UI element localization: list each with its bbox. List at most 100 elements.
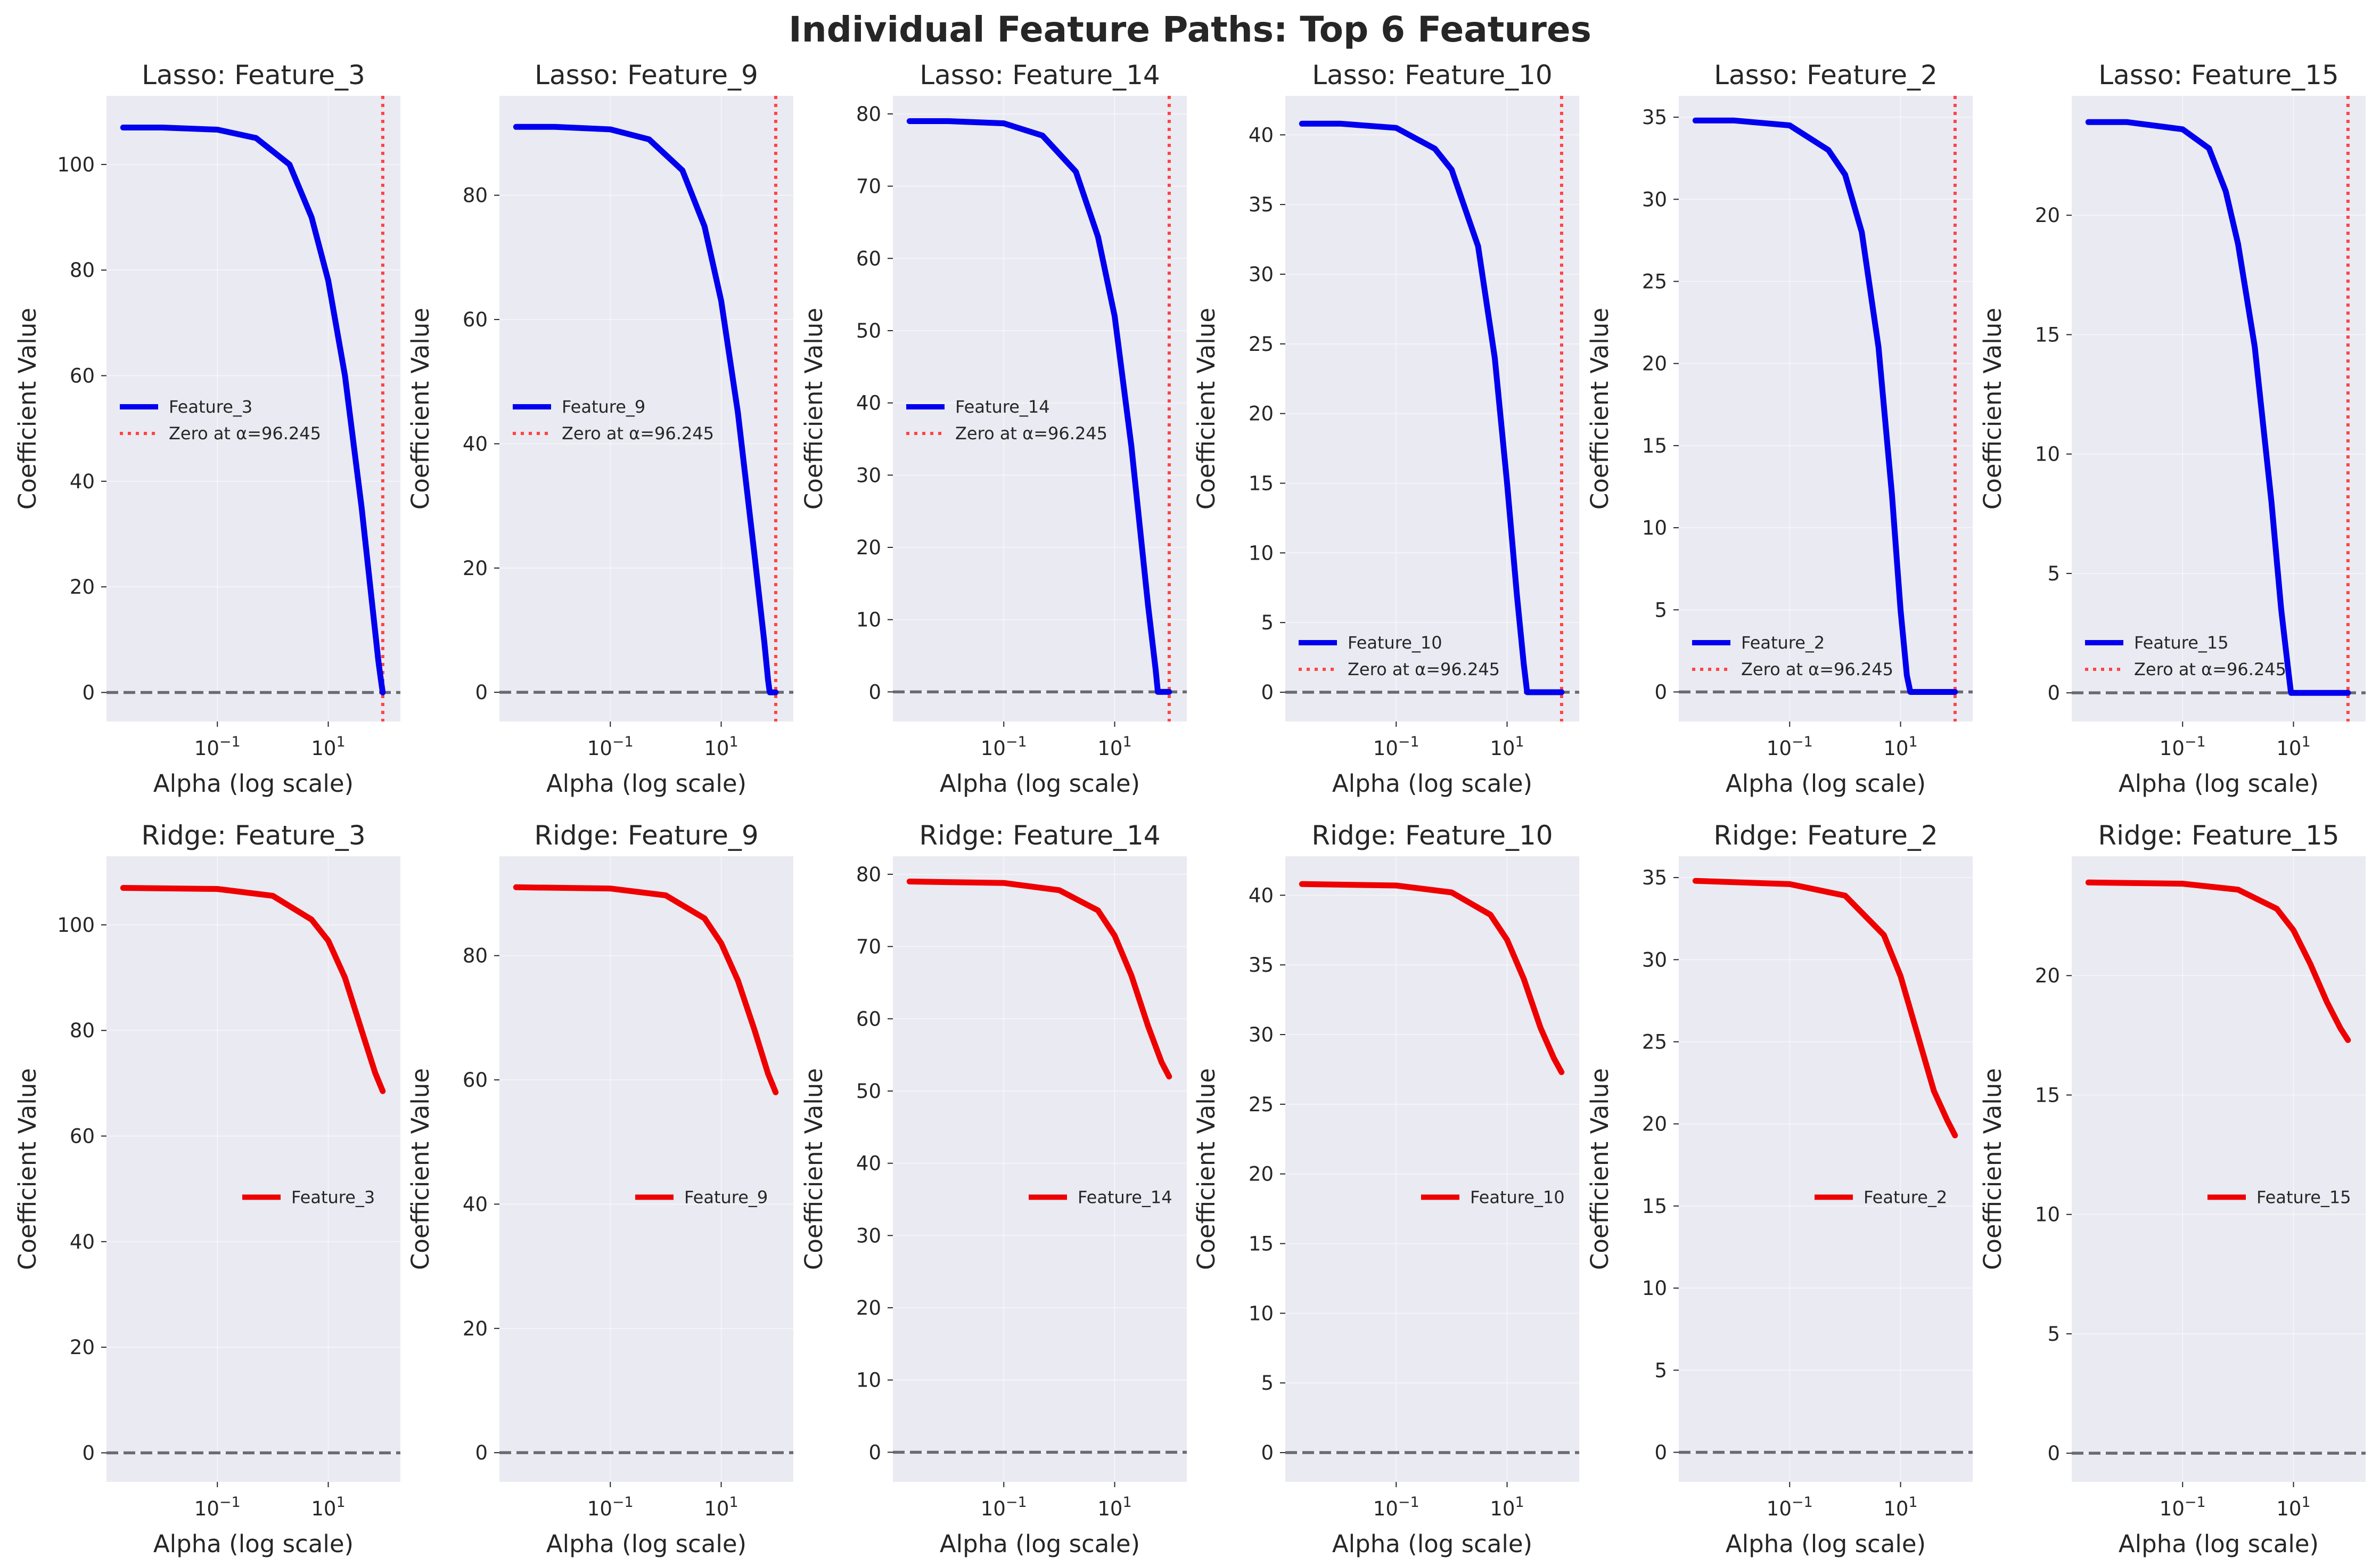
y-tick-label: 80	[856, 103, 881, 126]
y-tick-label: 50	[856, 1080, 881, 1103]
y-tick-label: 0	[475, 1441, 488, 1464]
legend-entry-series: Feature_10	[1470, 1187, 1565, 1207]
y-tick-label: 100	[57, 914, 95, 937]
y-tick-label: 0	[1261, 681, 1274, 704]
y-tick-label: 60	[856, 1007, 881, 1030]
x-axis-label: Alpha (log scale)	[940, 1530, 1140, 1558]
y-tick-label: 80	[70, 259, 95, 282]
x-tick-label: 101	[1883, 734, 1917, 760]
panel-ridge-feature-14: 0 10 20 30 40 50 60 70 80 10−1 101 Alpha (log scale…	[800, 820, 1187, 1558]
y-tick-label: 15	[1642, 434, 1667, 457]
y-tick-label: 20	[70, 576, 95, 598]
y-tick-label: 20	[1642, 1113, 1667, 1136]
legend: Feature_15	[2207, 1187, 2351, 1207]
legend-entry-series: Feature_2	[1741, 633, 1825, 653]
x-tick-label: 10−1	[587, 1494, 634, 1520]
x-axis-label: Alpha (log scale)	[1332, 1530, 1532, 1558]
y-tick-label: 30	[856, 1224, 881, 1247]
plot-area	[1285, 96, 1579, 721]
y-tick-label: 80	[463, 945, 488, 968]
panel-title: Lasso: Feature_10	[1312, 60, 1553, 91]
x-tick-label: 101	[1883, 1494, 1917, 1520]
series-line-feature-3	[120, 125, 386, 695]
y-tick-label: 10	[2035, 443, 2060, 466]
x-tick-label: 101	[1490, 734, 1524, 760]
panel-title: Lasso: Feature_14	[920, 60, 1160, 91]
legend-entry-series: Feature_10	[1348, 633, 1442, 653]
y-tick-label: 5	[1654, 1359, 1667, 1382]
figure-title: Individual Feature Paths: Top 6 Features	[789, 9, 1591, 50]
y-tick-label: 15	[2035, 1084, 2060, 1106]
y-axis-label: Coefficient Value	[13, 308, 42, 510]
y-tick-label: 20	[2035, 964, 2060, 987]
y-tick-label: 0	[2047, 682, 2060, 704]
y-axis-label: Coefficient Value	[1192, 1068, 1220, 1270]
y-tick-label: 0	[2047, 1442, 2060, 1465]
legend: Feature_2 Zero at α=96.245	[1692, 633, 1893, 679]
plot-area	[1679, 856, 1973, 1482]
y-tick-label: 10	[2035, 1203, 2060, 1226]
x-axis-label: Alpha (log scale)	[153, 1530, 354, 1558]
y-tick-label: 10	[856, 609, 881, 632]
plot-area	[2072, 856, 2366, 1482]
series-line-feature-2	[1692, 878, 1958, 1138]
y-tick-label: 15	[1249, 1233, 1274, 1256]
y-tick-label: 40	[70, 470, 95, 493]
legend-entry-series: Feature_3	[169, 397, 252, 417]
panel-title: Lasso: Feature_15	[2098, 60, 2339, 91]
x-axis-label: Alpha (log scale)	[1332, 769, 1532, 798]
legend-entry-series: Feature_3	[291, 1187, 375, 1207]
legend: Feature_10	[1421, 1187, 1565, 1207]
y-axis-label: Coefficient Value	[800, 308, 828, 510]
panel-ridge-feature-9: 0 20 40 60 80 10−1 101 Alpha (log scale) Coeffic…	[406, 820, 793, 1558]
legend-entry-series: Feature_9	[684, 1187, 768, 1207]
y-tick-label: 10	[1642, 1277, 1667, 1300]
series-line-feature-3	[120, 885, 386, 1094]
legend-entry-series: Feature_15	[2134, 633, 2229, 653]
y-axis-label: Coefficient Value	[1192, 308, 1220, 510]
y-axis-label: Coefficient Value	[1586, 308, 1614, 510]
x-tick-label: 10−1	[1767, 1494, 1813, 1520]
y-axis-label: Coefficient Value	[800, 1068, 828, 1270]
y-tick-label: 5	[1261, 611, 1274, 634]
y-tick-label: 20	[1249, 1163, 1274, 1186]
panel-ridge-feature-15: 0 5 10 15 20 10−1 101 Alpha (log scale) Coeffici…	[1979, 820, 2366, 1558]
plot-area	[106, 856, 400, 1482]
x-axis-label: Alpha (log scale)	[940, 769, 1140, 798]
legend-entry-series: Feature_9	[562, 397, 645, 417]
x-tick-label: 101	[2276, 1494, 2310, 1520]
panel-title: Lasso: Feature_9	[535, 60, 758, 91]
panel-lasso-feature-2: 0 5 10 15 20 25 30 35 10−1 101 Alpha (log scale) Co…	[1586, 60, 1973, 798]
x-axis-label: Alpha (log scale)	[546, 769, 746, 798]
y-tick-label: 15	[2035, 323, 2060, 346]
legend: Feature_10 Zero at α=96.245	[1299, 633, 1500, 679]
y-tick-label: 35	[1249, 954, 1274, 977]
y-tick-label: 5	[1654, 598, 1667, 621]
plot-area	[2072, 96, 2366, 721]
x-tick-label: 10−1	[1373, 1494, 1419, 1520]
series-line-feature-15	[2085, 879, 2351, 1043]
y-tick-label: 35	[1642, 106, 1667, 129]
x-tick-label: 101	[1490, 1494, 1524, 1520]
y-tick-label: 70	[856, 936, 881, 958]
legend-entry-zero: Zero at α=96.245	[169, 423, 321, 444]
panel-ridge-feature-2: 0 5 10 15 20 25 30 35 10−1 101 Alpha (log scale) Co…	[1586, 820, 1973, 1558]
y-tick-label: 35	[1249, 193, 1274, 216]
y-tick-label: 0	[868, 680, 881, 703]
y-tick-label: 20	[2035, 204, 2060, 227]
series-line-feature-14	[906, 879, 1172, 1080]
panel-title: Ridge: Feature_9	[534, 820, 758, 851]
x-tick-label: 10−1	[587, 734, 634, 760]
x-tick-label: 10−1	[981, 1494, 1027, 1520]
x-axis-label: Alpha (log scale)	[1726, 769, 1926, 798]
legend: Feature_9 Zero at α=96.245	[513, 397, 714, 444]
y-tick-label: 60	[463, 1069, 488, 1092]
x-tick-label: 101	[2276, 734, 2310, 760]
y-tick-label: 30	[1249, 1023, 1274, 1046]
x-tick-label: 10−1	[194, 1494, 241, 1520]
x-tick-label: 101	[1097, 734, 1131, 760]
y-tick-label: 5	[2047, 562, 2060, 585]
y-tick-label: 20	[1642, 352, 1667, 375]
panel-lasso-feature-14: 0 10 20 30 40 50 60 70 80 10−1 101 Alpha (log scale…	[800, 60, 1187, 798]
y-axis-label: Coefficient Value	[1979, 1068, 2007, 1270]
